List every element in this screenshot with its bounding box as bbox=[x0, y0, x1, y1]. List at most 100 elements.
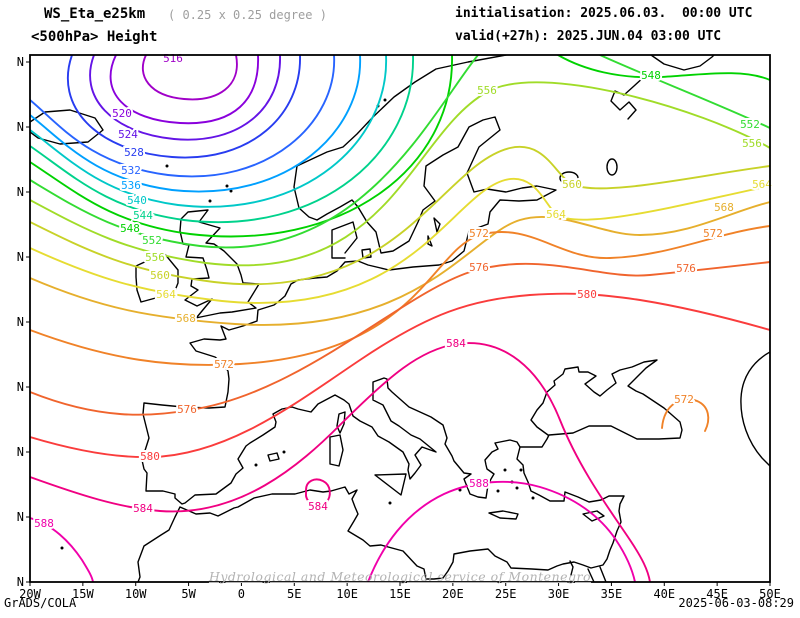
contour-label-564: 564 bbox=[156, 288, 176, 301]
contour-548 bbox=[557, 55, 770, 81]
contour-label-564: 564 bbox=[546, 208, 566, 221]
lon-tick-label: 50E bbox=[759, 587, 781, 601]
contour-548 bbox=[30, 55, 453, 238]
coastline bbox=[569, 560, 574, 576]
contour-label-568: 568 bbox=[714, 201, 734, 214]
contour-560 bbox=[30, 145, 770, 286]
contour-564 bbox=[30, 177, 770, 304]
contour-label-560: 560 bbox=[150, 269, 170, 282]
contour-layer bbox=[30, 55, 770, 582]
contour-label-560: 560 bbox=[562, 178, 582, 191]
lon-tick-label: 0 bbox=[238, 587, 245, 601]
contour-524 bbox=[89, 55, 281, 141]
island-dot bbox=[515, 486, 519, 490]
coastline bbox=[135, 252, 179, 303]
lon-tick-label: 30E bbox=[548, 587, 570, 601]
coastline bbox=[336, 411, 346, 434]
lon-tick-label: 5W bbox=[181, 587, 196, 601]
island-dot bbox=[503, 468, 507, 472]
lat-tick-label: N bbox=[17, 510, 24, 524]
contour-label-532: 532 bbox=[121, 164, 141, 177]
coastline bbox=[427, 235, 433, 247]
contour-532 bbox=[30, 55, 335, 178]
lon-tick-label: 45E bbox=[706, 587, 728, 601]
coastline bbox=[650, 55, 715, 71]
island-dot bbox=[282, 450, 286, 454]
contour-label-556: 556 bbox=[742, 137, 762, 150]
coastline bbox=[587, 568, 595, 582]
contour-552 bbox=[599, 55, 770, 129]
contour-516 bbox=[141, 55, 238, 101]
coastline bbox=[137, 446, 625, 582]
contour-label-552: 552 bbox=[740, 118, 760, 131]
field-title: <500hPa> Height bbox=[31, 29, 158, 45]
lat-tick-label: N bbox=[17, 250, 24, 264]
lat-tick-label: N bbox=[17, 445, 24, 459]
contour-label-520: 520 bbox=[112, 107, 132, 120]
lon-tick-label: 20W bbox=[19, 587, 41, 601]
island-dot bbox=[388, 501, 392, 505]
lon-tick-label: 10E bbox=[336, 587, 358, 601]
island-dot bbox=[254, 463, 258, 467]
lon-tick-label: 35E bbox=[601, 587, 623, 601]
grads-credit: GrADS/COLA bbox=[4, 596, 77, 610]
contour-label-576: 576 bbox=[676, 262, 696, 275]
coastline bbox=[141, 55, 683, 505]
contour-label-568: 568 bbox=[176, 312, 196, 325]
lat-tick-label: N bbox=[17, 380, 24, 394]
contour-label-528: 528 bbox=[124, 146, 144, 159]
contour-label-548: 548 bbox=[120, 222, 140, 235]
lat-tick-label: N bbox=[17, 120, 24, 134]
island-dot bbox=[383, 98, 387, 102]
contour-label-584: 584 bbox=[133, 502, 153, 515]
island-dot bbox=[60, 546, 64, 550]
contour-540 bbox=[30, 55, 387, 208]
contour-label-584: 584 bbox=[446, 337, 466, 350]
contour-label-588: 588 bbox=[34, 517, 54, 530]
contour-528 bbox=[66, 55, 301, 159]
contour-label-572: 572 bbox=[214, 358, 234, 371]
valid-time: valid(+27h): 2025.JUN.04 03:00 UTC bbox=[455, 29, 722, 44]
contour-label-576: 576 bbox=[177, 403, 197, 416]
coastline bbox=[267, 452, 280, 462]
island-dot bbox=[519, 468, 523, 472]
contour-556 bbox=[30, 81, 770, 267]
coastline bbox=[30, 109, 104, 145]
contour-588 bbox=[30, 517, 94, 582]
coastline bbox=[610, 75, 646, 120]
contour-label-556: 556 bbox=[477, 84, 497, 97]
contour-568 bbox=[30, 201, 770, 326]
contour-label-564: 564 bbox=[752, 178, 772, 191]
coastline bbox=[599, 566, 607, 582]
coastline bbox=[374, 473, 407, 496]
lon-tick-label: 40E bbox=[653, 587, 675, 601]
contour-572 bbox=[30, 225, 770, 366]
contour-label-524: 524 bbox=[118, 128, 138, 141]
contour-label-580: 580 bbox=[577, 288, 597, 301]
contour-label-552: 552 bbox=[142, 234, 162, 247]
contour-552 bbox=[30, 55, 479, 249]
coastline bbox=[433, 217, 441, 233]
coastline bbox=[331, 221, 358, 259]
contour-label-544: 544 bbox=[133, 209, 153, 222]
contour-label-516: 516 bbox=[163, 52, 183, 65]
contour-label-572: 572 bbox=[469, 227, 489, 240]
lon-tick-label: 25E bbox=[495, 587, 517, 601]
contour-label-580: 580 bbox=[140, 450, 160, 463]
island-dot bbox=[496, 489, 500, 493]
island-dot bbox=[165, 164, 169, 168]
lon-tick-label: 5E bbox=[287, 587, 301, 601]
contour-label-572: 572 bbox=[703, 227, 723, 240]
contour-536 bbox=[30, 55, 361, 193]
contour-576 bbox=[30, 261, 770, 416]
init-time: initialisation: 2025.06.03. 00:00 UTC bbox=[455, 6, 753, 21]
model-title: WS_Eta_e25km bbox=[44, 6, 146, 22]
contour-572 bbox=[661, 398, 710, 432]
contour-label-572: 572 bbox=[674, 393, 694, 406]
lon-tick-label: 15E bbox=[389, 587, 411, 601]
lon-tick-label: 15W bbox=[72, 587, 94, 601]
coastline bbox=[361, 248, 372, 259]
coastline bbox=[740, 351, 770, 467]
grid-resolution: ( 0.25 x 0.25 degree ) bbox=[168, 8, 327, 22]
